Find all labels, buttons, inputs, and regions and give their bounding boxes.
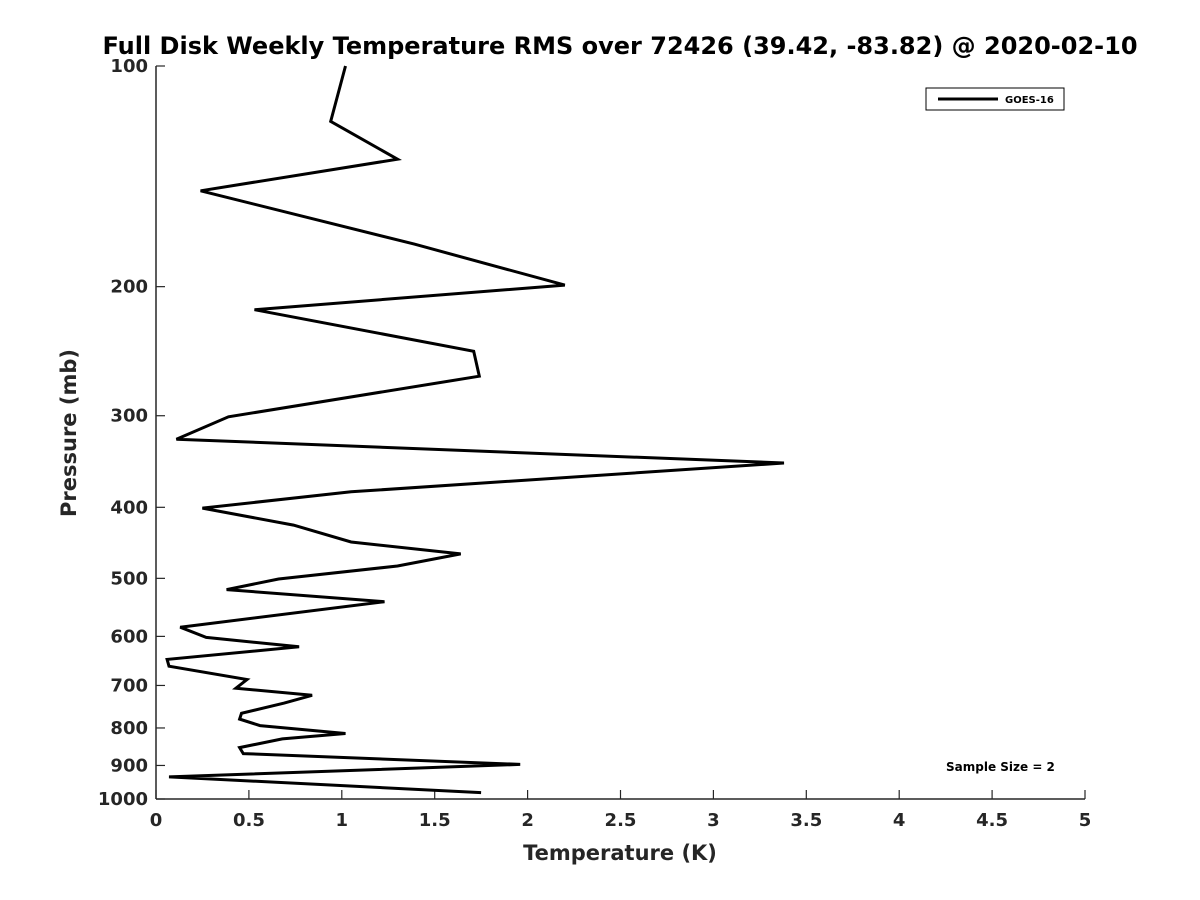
legend: GOES-16 (925, 87, 1065, 111)
x-tick-label: 4.5 (976, 810, 1008, 831)
sample-size-annotation: Sample Size = 2 (946, 760, 1055, 774)
x-tick-label: 0.5 (233, 810, 265, 831)
x-tick-label: 3 (707, 810, 720, 831)
y-tick-label: 400 (110, 497, 148, 518)
y-tick-label: 300 (110, 406, 148, 427)
x-tick-label: 0 (150, 810, 163, 831)
x-tick-label: 3.5 (790, 810, 822, 831)
y-tick-label: 600 (110, 626, 148, 647)
x-axis-ticks: 0 0.5 1 1.5 2 2.5 3 3.5 4 4.5 5 (150, 790, 1092, 831)
series-line-goes-16 (165, 65, 785, 795)
legend-entry-goes-16: GOES-16 (1005, 95, 1054, 106)
y-tick-label: 500 (110, 568, 148, 589)
x-tick-label: 2 (521, 810, 534, 831)
y-axis-label: Pressure (mb) (57, 349, 81, 517)
x-axis-label: Temperature (K) (523, 841, 717, 865)
y-tick-label: 1000 (98, 789, 148, 810)
y-tick-label: 100 (110, 56, 148, 77)
series-group (165, 65, 785, 795)
y-tick-label: 900 (110, 755, 148, 776)
x-tick-label: 4 (893, 810, 906, 831)
x-tick-label: 2.5 (605, 810, 637, 831)
y-tick-label: 700 (110, 675, 148, 696)
x-tick-label: 1 (336, 810, 349, 831)
x-tick-label: 1.5 (419, 810, 451, 831)
y-tick-label: 800 (110, 718, 148, 739)
chart-title: Full Disk Weekly Temperature RMS over 72… (102, 32, 1137, 60)
y-axis-ticks: 100 200 300 400 500 600 700 800 900 1000 (98, 56, 165, 810)
y-tick-label: 200 (110, 277, 148, 298)
x-tick-label: 5 (1079, 810, 1092, 831)
